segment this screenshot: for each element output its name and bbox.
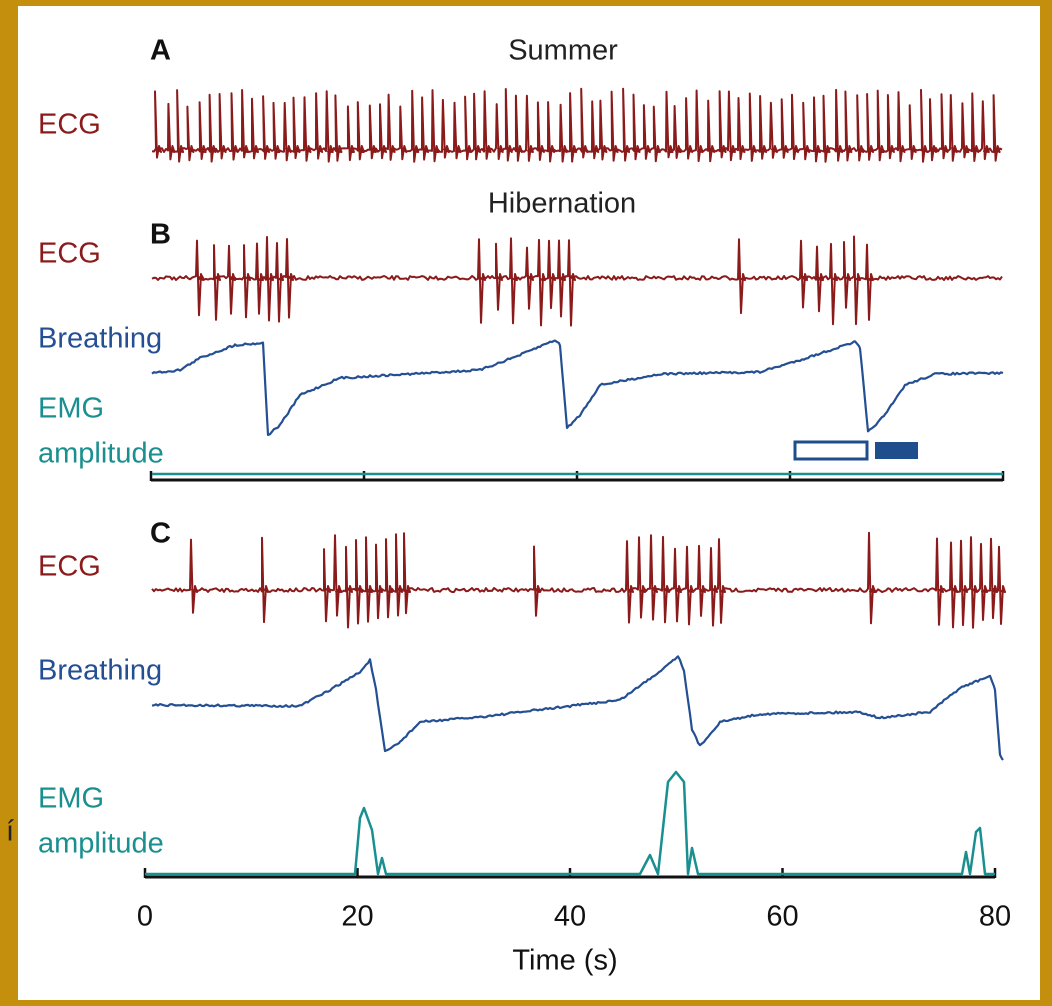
trace-label: ECG: [38, 238, 101, 270]
panel-label: B: [150, 219, 171, 251]
ecg-trace: [151, 235, 1003, 327]
trace-label: Breathing: [38, 655, 162, 687]
breathing-trace: [151, 655, 1004, 761]
x-tick-label: 0: [137, 901, 153, 933]
panel-label: A: [150, 35, 171, 67]
trace-label: Breathing: [38, 323, 162, 355]
panel-label: C: [150, 518, 171, 550]
x-tick-label: 20: [341, 901, 373, 933]
x-tick-label: 80: [979, 901, 1011, 933]
ecg-trace: [151, 87, 1003, 163]
filled-bar: [875, 442, 918, 459]
trace-label: EMG: [38, 783, 104, 815]
figure-frame: [18, 6, 1040, 1000]
panel-title: Summer: [508, 35, 618, 67]
trace-label: ECG: [38, 109, 101, 141]
trace-label: amplitude: [38, 828, 164, 860]
x-tick-label: 60: [766, 901, 798, 933]
stray-text: í: [6, 816, 14, 848]
trace-label: EMG: [38, 393, 104, 425]
panel-title: Hibernation: [488, 188, 636, 220]
ecg-trace: [151, 531, 1006, 629]
trace-label: amplitude: [38, 438, 164, 470]
x-tick-label: 40: [554, 901, 586, 933]
breathing-trace: [151, 339, 1004, 436]
open-bar: [793, 440, 869, 461]
trace-label: ECG: [38, 551, 101, 583]
x-axis-label: Time (s): [512, 945, 617, 977]
emg-trace: [145, 770, 995, 876]
